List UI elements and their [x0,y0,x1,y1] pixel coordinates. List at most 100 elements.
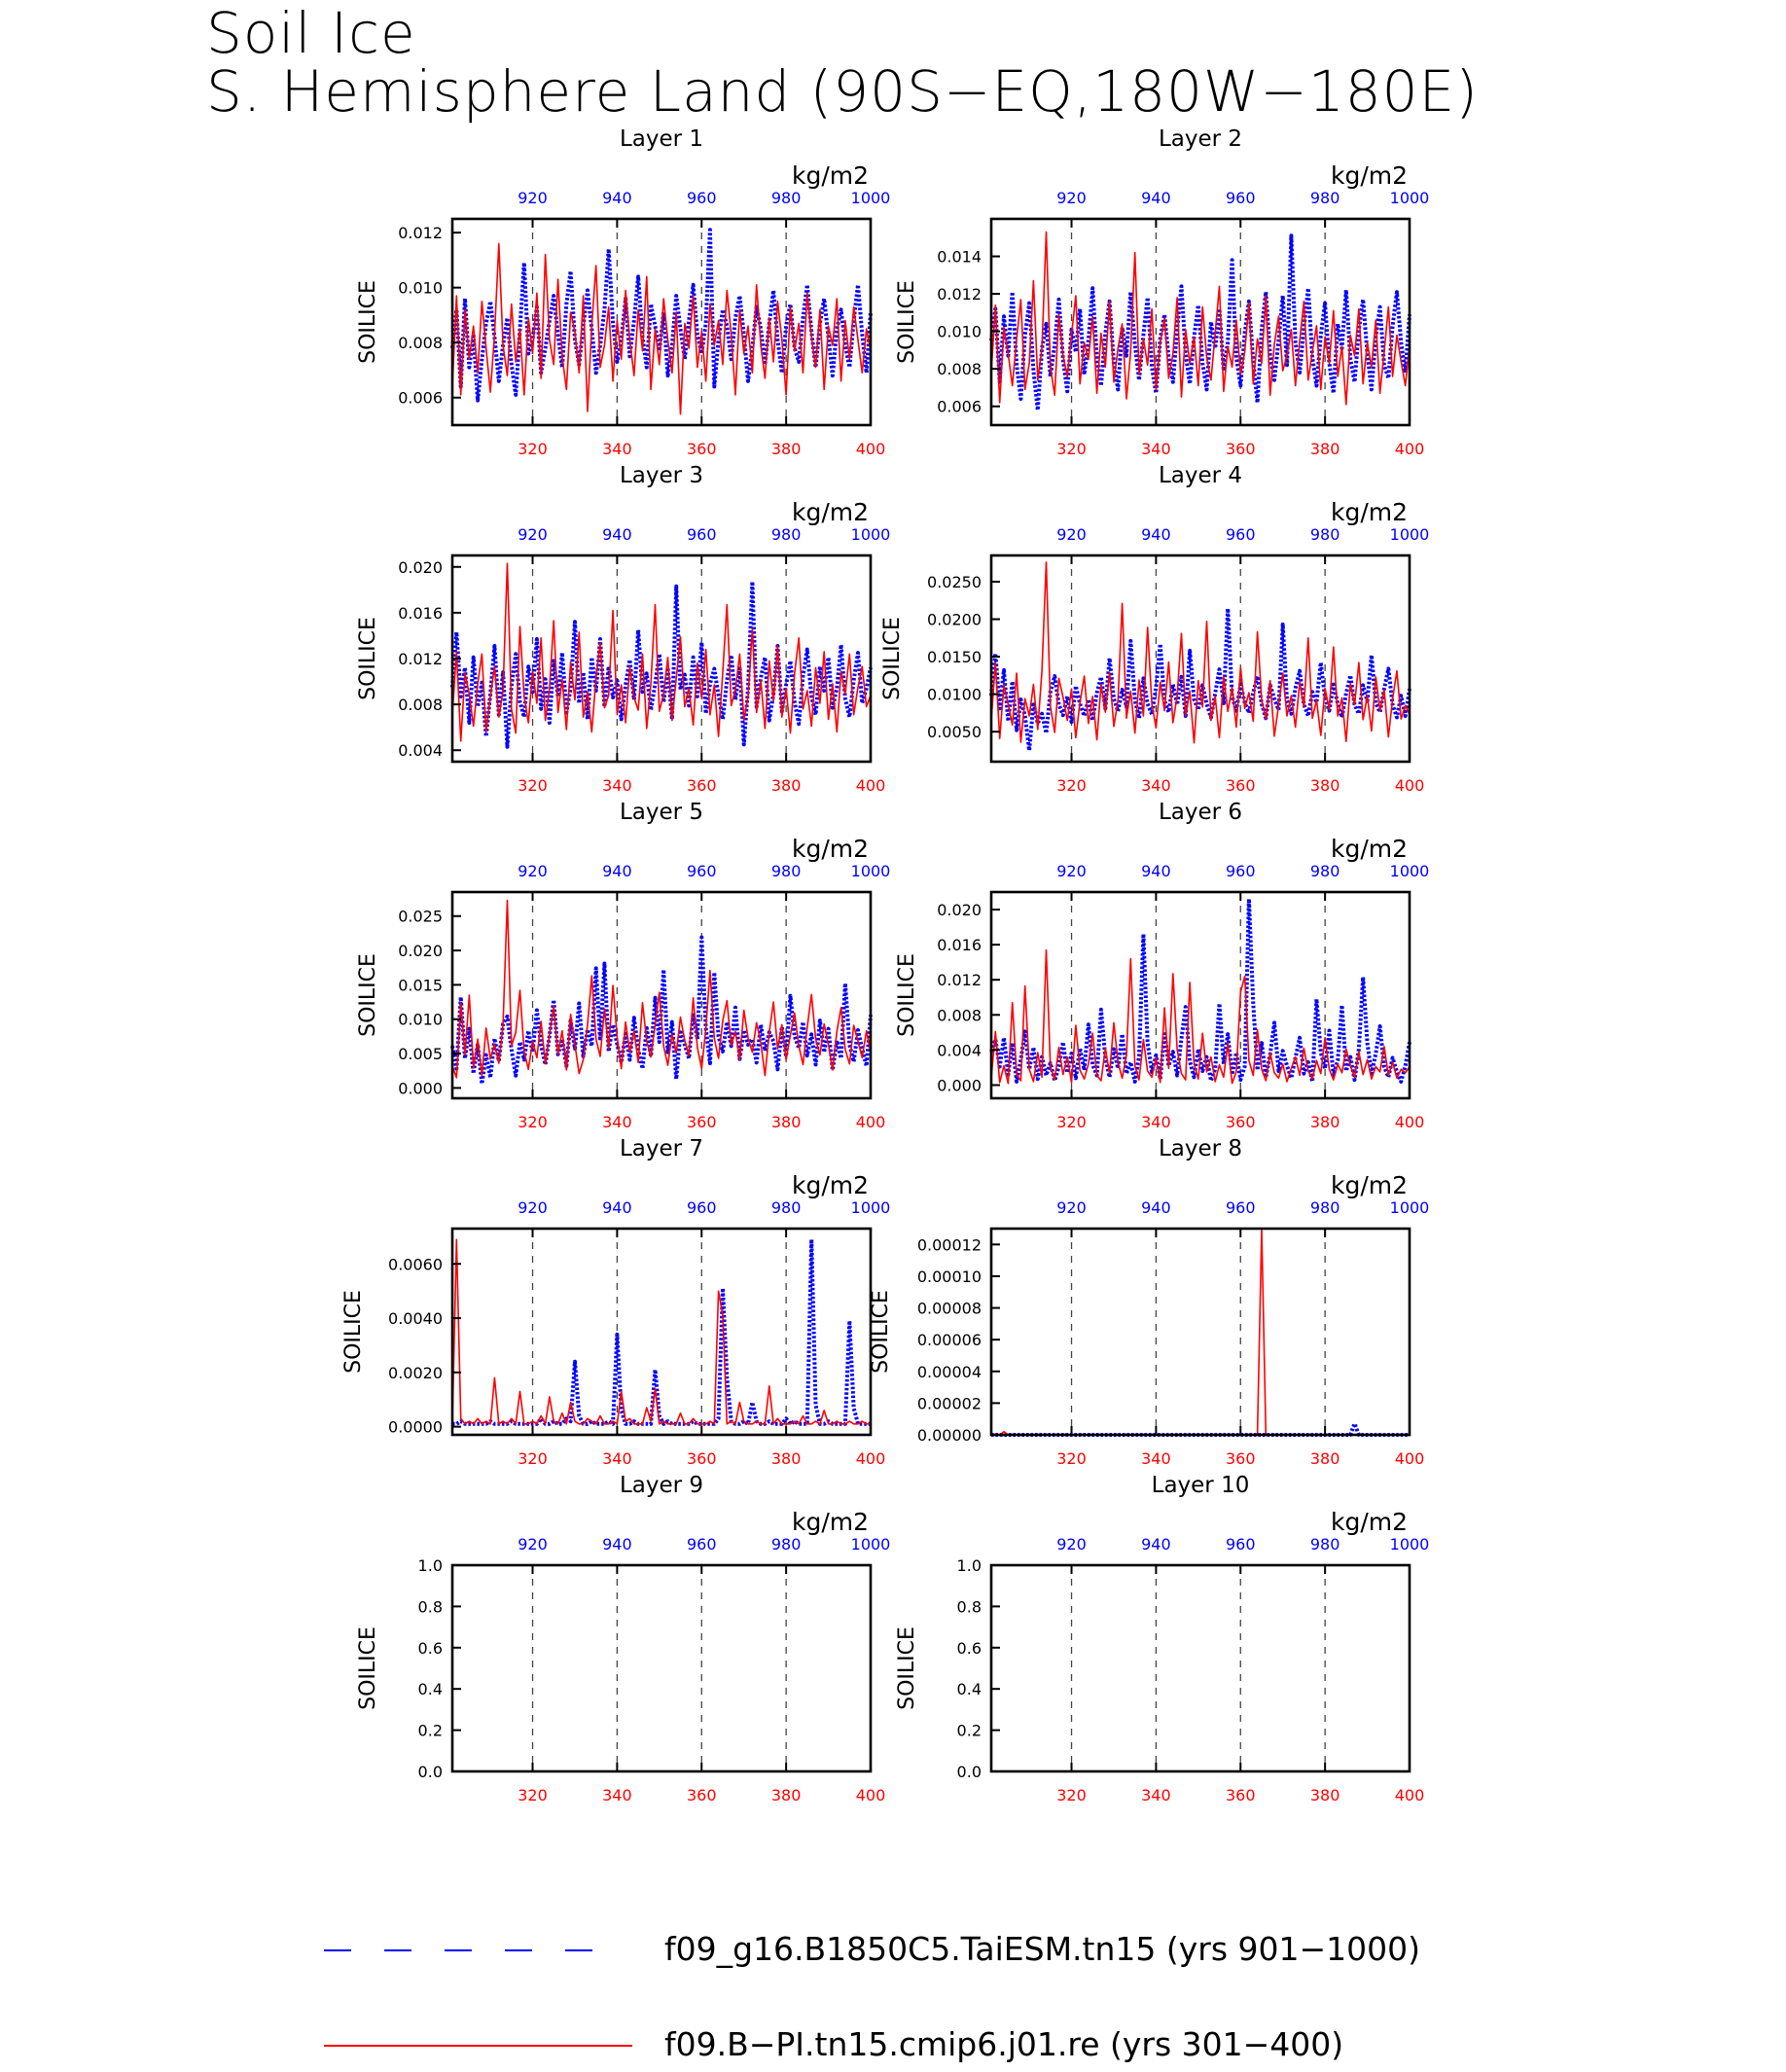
y-tick-label: 0.010 [398,1011,443,1029]
y-axis-label: SOILICE [880,617,905,700]
x-bottom-tick-label: 360 [687,1786,717,1804]
x-top-tick-label: 940 [602,1535,632,1554]
x-top-tick-label: 1000 [851,1535,891,1554]
y-tick-label: 0.00002 [917,1394,982,1412]
y-tick-label: 0.2 [957,1722,982,1740]
y-axis-label: SOILICE [356,617,380,700]
y-tick-label: 0.010 [937,323,982,341]
x-top-tick-label: 960 [1226,1198,1256,1217]
x-bottom-tick-label: 340 [1141,776,1171,795]
top-axis-unit: kg/m2 [1331,1171,1408,1199]
x-bottom-tick-label: 400 [856,1786,886,1804]
x-bottom-tick-label: 360 [687,776,717,795]
x-bottom-tick-label: 400 [856,776,886,795]
series-red-line [990,231,1411,406]
x-bottom-tick-label: 400 [1395,1449,1425,1468]
x-top-tick-label: 960 [687,189,717,207]
y-tick-label: 0.012 [398,224,443,242]
y-tick-label: 0.00008 [917,1300,982,1318]
x-bottom-tick-label: 400 [1395,1786,1425,1804]
y-axis-label: SOILICE [895,280,919,364]
series-blue-line [989,606,1411,753]
panel-title: Layer 7 [620,1136,703,1161]
y-tick-label: 0.012 [398,650,443,668]
x-top-tick-label: 980 [771,862,802,880]
x-top-tick-label: 940 [1141,525,1171,544]
y-tick-label: 1.0 [957,1556,982,1575]
x-bottom-tick-label: 360 [1226,1449,1256,1468]
x-top-tick-label: 940 [602,189,632,207]
x-bottom-tick-label: 360 [687,1113,717,1131]
x-bottom-tick-label: 320 [1056,1786,1087,1804]
x-top-tick-label: 920 [1056,189,1087,207]
x-bottom-tick-label: 380 [1310,1449,1340,1468]
x-top-tick-label: 960 [1226,862,1256,880]
x-bottom-tick-label: 320 [1056,1113,1087,1131]
panel-7: Layer 7 kg/m2 320 340 360 380 400 920 940 960 980 1… [341,1136,890,1468]
panel-5: Layer 5 kg/m2 320 340 360 380 400 920 940 960 980 1… [356,800,890,1131]
x-top-tick-label: 1000 [1390,1198,1430,1217]
x-top-tick-label: 920 [1056,1198,1087,1217]
x-bottom-tick-label: 340 [602,440,632,458]
panel-title: Layer 3 [620,463,703,488]
y-tick-label: 0.005 [398,1045,443,1063]
x-bottom-tick-label: 340 [602,776,632,795]
x-top-tick-label: 920 [518,525,548,544]
x-bottom-tick-label: 320 [518,1786,548,1804]
panel-title: Layer 2 [1159,126,1242,152]
top-axis-unit: kg/m2 [792,161,869,190]
y-tick-label: 0.00010 [917,1268,982,1286]
x-bottom-tick-label: 400 [856,1113,886,1131]
y-tick-label: 0.000 [937,1076,982,1094]
y-tick-label: 0.006 [398,389,443,408]
series-blue-line [991,1421,1410,1437]
x-bottom-tick-label: 320 [1056,776,1087,795]
y-tick-label: 0.0 [957,1763,982,1781]
plot-frame [989,890,1411,1100]
top-axis-unit: kg/m2 [1331,161,1408,190]
x-top-tick-label: 920 [1056,862,1087,880]
series-red-line [451,242,872,415]
chart-title: Soil Ice [206,0,416,66]
series-red-line [451,899,872,1079]
x-top-tick-label: 920 [1056,525,1087,544]
x-top-tick-label: 1000 [851,1198,891,1217]
x-bottom-tick-label: 360 [687,440,717,458]
y-tick-label: 0.020 [937,901,982,919]
x-top-tick-label: 1000 [1390,862,1430,880]
x-top-tick-label: 980 [1310,189,1340,207]
x-top-tick-label: 980 [1310,1198,1340,1217]
x-top-tick-label: 1000 [1390,1535,1430,1554]
series-blue-line [452,1237,871,1426]
x-top-tick-label: 980 [771,189,802,207]
y-tick-label: 0.000 [398,1079,443,1097]
x-top-tick-label: 940 [1141,1535,1171,1554]
y-axis-label: SOILICE [356,1626,380,1710]
x-top-tick-label: 940 [602,862,632,880]
panel-title: Layer 1 [620,126,703,152]
x-top-tick-label: 920 [518,189,548,207]
x-top-tick-label: 960 [1226,1535,1256,1554]
legend-label-red: f09.B−PI.tn15.cmip6.j01.re (yrs 301−400) [664,2025,1344,2063]
series-blue-line [450,228,873,403]
x-top-tick-label: 980 [1310,862,1340,880]
panel-6: Layer 6 kg/m2 320 340 360 380 400 920 940 960 980 1… [895,800,1429,1131]
x-top-tick-label: 940 [602,1198,632,1217]
x-bottom-tick-label: 360 [1226,440,1256,458]
panel-title: Layer 5 [620,800,703,825]
y-tick-label: 0.8 [418,1597,443,1616]
x-bottom-tick-label: 400 [856,1449,886,1468]
y-axis-label: SOILICE [869,1290,893,1374]
x-bottom-tick-label: 320 [518,776,548,795]
y-tick-label: 0.016 [937,936,982,954]
top-axis-unit: kg/m2 [792,835,869,863]
panel-10: Layer 10 kg/m2 320 340 360 380 400 920 940 960 980… [895,1473,1429,1804]
plot-frame [450,217,873,427]
x-top-tick-label: 960 [687,1198,717,1217]
y-tick-label: 0.016 [398,604,443,623]
x-bottom-tick-label: 380 [1310,776,1340,795]
y-tick-label: 0.0150 [927,648,982,666]
y-tick-label: 0.020 [398,942,443,960]
plot-frame [989,217,1411,427]
y-axis-label: SOILICE [356,280,380,364]
